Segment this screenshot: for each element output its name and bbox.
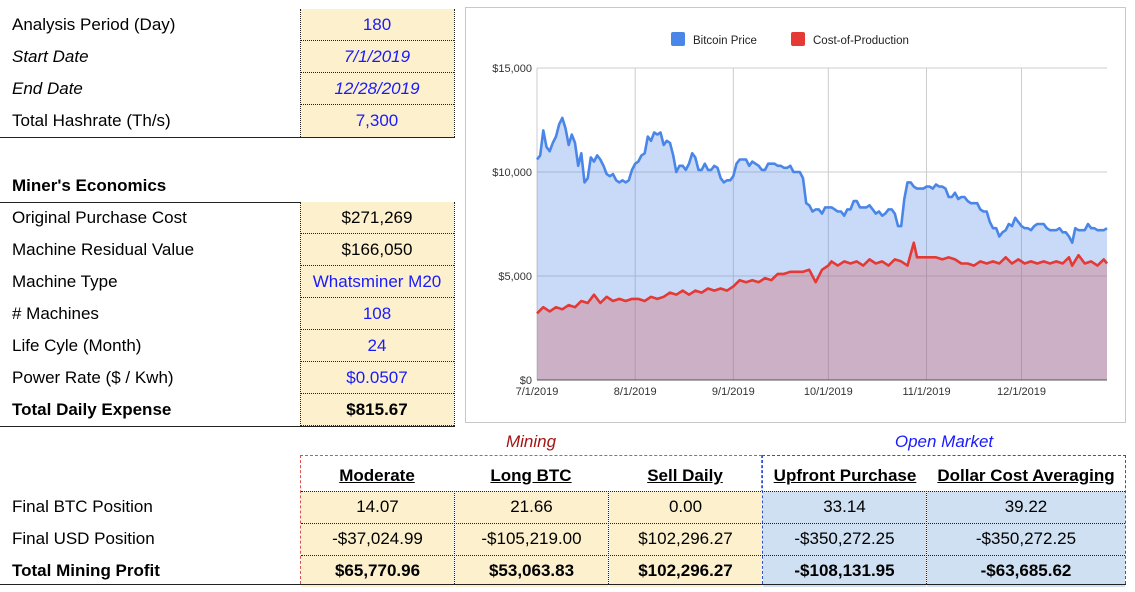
legend-label: Bitcoin Price <box>693 35 757 47</box>
residual-value-label: Machine Residual Value <box>12 240 195 259</box>
table-cell: -$350,272.25 <box>927 523 1125 555</box>
x-tick-label: 7/1/2019 <box>516 386 559 398</box>
value-column-border <box>300 202 301 426</box>
y-tick-label: $0 <box>520 375 532 387</box>
price-cost-chart: $0 $5,000 $10,000 $15,000 7/1/2019 8/1/2019 9/… <box>465 7 1126 423</box>
analysis-period-label: Analysis Period (Day) <box>12 15 176 34</box>
table-gridline <box>301 555 1125 556</box>
total-hashrate-label: Total Hashrate (Th/s) <box>12 111 171 130</box>
col-upfront-purchase: Upfront Purchase <box>773 466 917 485</box>
table-cell: -$37,024.99 <box>301 523 454 555</box>
divider <box>0 426 455 427</box>
series-area-1 <box>537 242 1107 380</box>
value-column-border <box>300 9 301 137</box>
total-mining-profit-label: Total Mining Profit <box>12 561 160 580</box>
machine-type-label: Machine Type <box>12 272 118 291</box>
divider <box>0 584 1126 585</box>
chart-legend: Bitcoin Price Cost-of-Production <box>671 32 909 47</box>
series-area-0 <box>537 117 1107 381</box>
y-tick-label: $15,000 <box>492 63 532 75</box>
x-tick-label: 10/1/2019 <box>804 386 853 398</box>
value-column-border <box>454 9 455 137</box>
legend-swatch <box>791 32 805 46</box>
table-cell: 33.14 <box>763 491 926 523</box>
power-rate-value[interactable]: $0.0507 <box>300 362 454 394</box>
col-long-btc: Long BTC <box>490 466 572 485</box>
daily-expense-value[interactable]: $815.67 <box>300 394 454 426</box>
life-cycle-value[interactable]: 24 <box>300 330 454 362</box>
divider <box>0 202 455 203</box>
table-gridline <box>301 523 1125 524</box>
mining-section-title: Mining <box>505 432 557 451</box>
table-gridline <box>926 491 927 584</box>
table-cell: -$108,131.95 <box>763 555 926 587</box>
table-cell: 39.22 <box>927 491 1125 523</box>
chart-areas <box>535 116 1109 381</box>
series-line-0 <box>535 116 1108 244</box>
x-tick-label: 12/1/2019 <box>997 386 1046 398</box>
life-cycle-label: Life Cyle (Month) <box>12 336 142 355</box>
power-rate-label: Power Rate ($ / Kwh) <box>12 368 174 387</box>
miners-economics-title: Miner's Economics <box>12 176 167 195</box>
x-tick-label: 9/1/2019 <box>712 386 755 398</box>
chart-axes: $0 $5,000 $10,000 $15,000 7/1/2019 8/1/2019 9/… <box>492 63 1107 398</box>
legend-label: Cost-of-Production <box>813 35 909 47</box>
machines-count-label: # Machines <box>12 304 99 323</box>
open-market-section-title: Open Market <box>894 432 994 451</box>
table-cell: $65,770.96 <box>301 555 454 587</box>
legend-swatch <box>671 32 685 46</box>
end-date-value[interactable]: 12/28/2019 <box>300 73 454 105</box>
table-cell: -$63,685.62 <box>927 555 1125 587</box>
machine-type-value[interactable]: Whatsminer M20 <box>300 266 454 298</box>
x-tick-label: 8/1/2019 <box>614 386 657 398</box>
y-tick-label: $10,000 <box>492 167 532 179</box>
end-date-label: End Date <box>12 79 83 98</box>
final-btc-label: Final BTC Position <box>12 497 153 516</box>
start-date-label: Start Date <box>12 47 89 66</box>
table-cell: $102,296.27 <box>609 523 762 555</box>
table-gridline <box>454 491 455 584</box>
x-tick-label: 11/1/2019 <box>902 386 950 398</box>
residual-value-value[interactable]: $166,050 <box>300 234 454 266</box>
total-hashrate-value[interactable]: 7,300 <box>300 105 454 137</box>
table-gridline <box>301 491 1125 492</box>
table-cell: 21.66 <box>455 491 608 523</box>
y-tick-label: $5,000 <box>498 271 532 283</box>
col-dollar-cost-averaging: Dollar Cost Averaging <box>937 466 1115 485</box>
machines-count-value[interactable]: 108 <box>300 298 454 330</box>
table-cell: 14.07 <box>301 491 454 523</box>
series-line-1 <box>536 241 1109 315</box>
table-cell: -$350,272.25 <box>763 523 926 555</box>
final-usd-label: Final USD Position <box>12 529 155 548</box>
col-sell-daily: Sell Daily <box>647 466 723 485</box>
divider <box>0 137 455 138</box>
table-cell: 0.00 <box>609 491 762 523</box>
chart-svg: $0 $5,000 $10,000 $15,000 7/1/2019 8/1/2019 9/… <box>492 32 1109 398</box>
value-column-border <box>454 202 455 426</box>
market-section-frame <box>762 455 1126 584</box>
analysis-period-value[interactable]: 180 <box>300 9 454 41</box>
purchase-cost-value[interactable]: $271,269 <box>300 202 454 234</box>
table-cell: $102,296.27 <box>609 555 762 587</box>
start-date-value[interactable]: 7/1/2019 <box>300 41 454 73</box>
daily-expense-label: Total Daily Expense <box>12 400 172 419</box>
table-cell: $53,063.83 <box>455 555 608 587</box>
table-gridline <box>608 491 609 584</box>
purchase-cost-label: Original Purchase Cost <box>12 208 187 227</box>
col-moderate: Moderate <box>339 466 415 485</box>
table-cell: -$105,219.00 <box>455 523 608 555</box>
